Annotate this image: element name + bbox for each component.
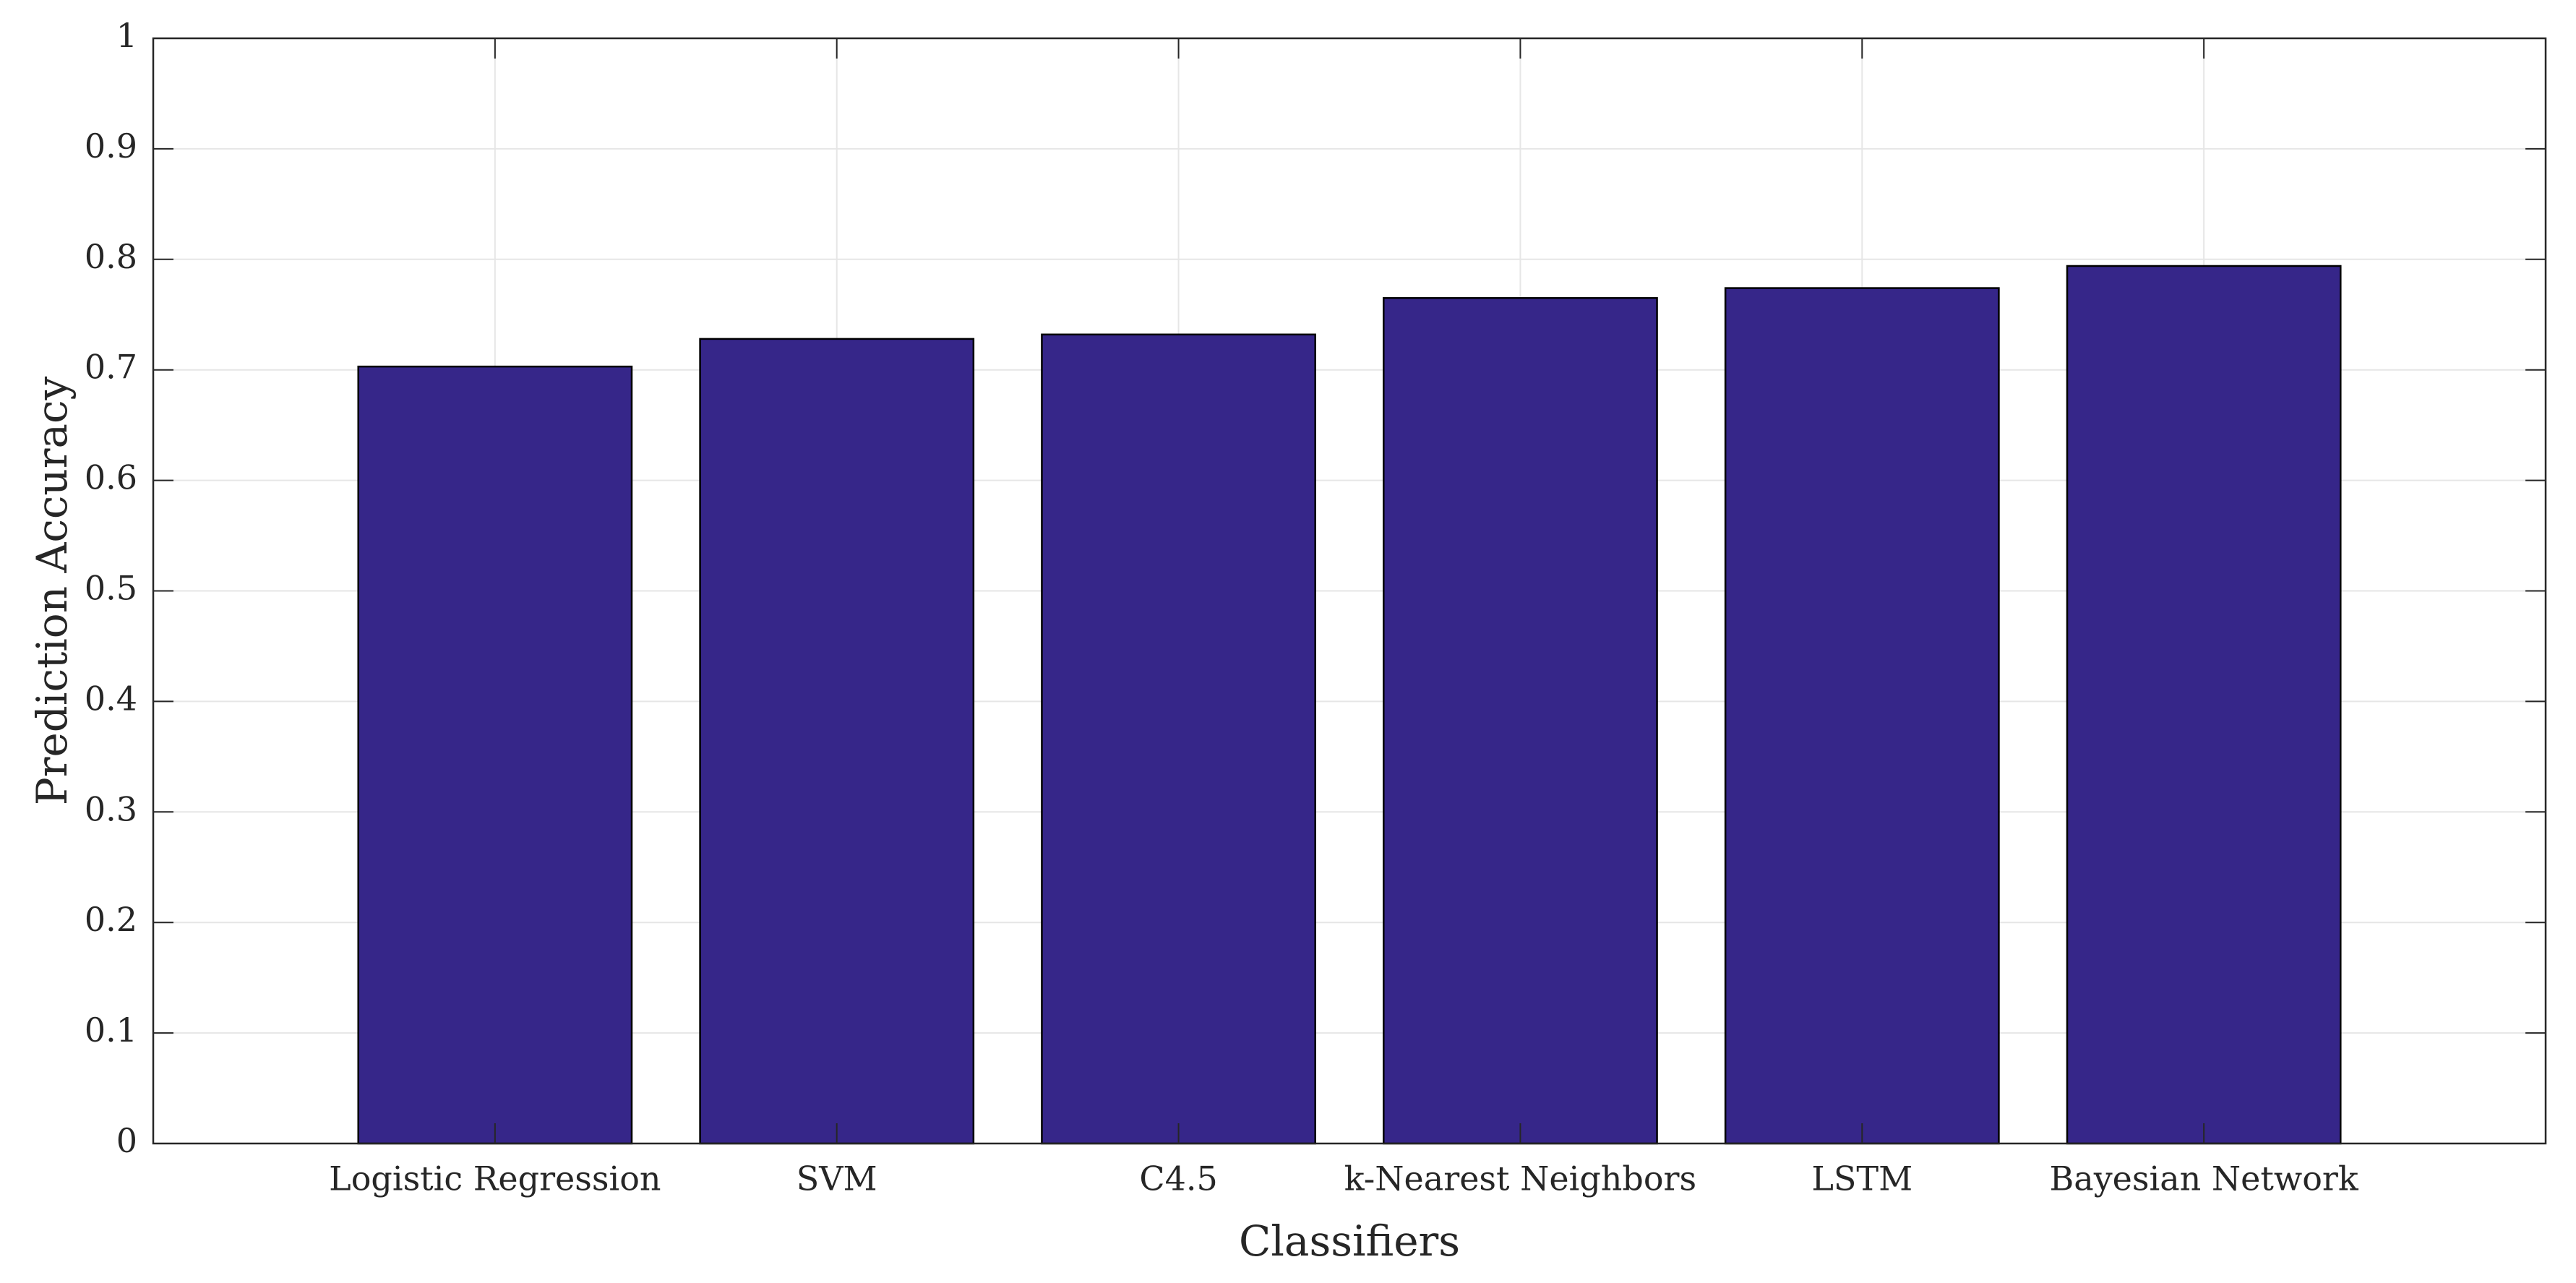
labels-layer: Classifiers Prediction Accuracy <box>27 376 1460 1266</box>
ticks-layer: 0 0.1 0.2 0.3 0.4 0.5 0.6 0.7 0.8 0.9 1 Logistic Re… <box>85 16 2546 1198</box>
x-tick-label: LSTM <box>1811 1159 1912 1198</box>
bars-layer <box>357 265 2342 1145</box>
x-axis-label: Classifiers <box>1239 1217 1460 1266</box>
y-tick-label: 0.5 <box>85 569 137 608</box>
bar <box>357 365 633 1145</box>
y-tick-label: 0.4 <box>85 679 137 718</box>
y-tick-label: 0.1 <box>85 1010 137 1050</box>
y-tick-label: 1 <box>116 16 137 55</box>
bar <box>1041 333 1316 1145</box>
x-tick-label: Bayesian Network <box>2049 1159 2358 1198</box>
bar <box>2066 265 2342 1145</box>
y-tick-label: 0 <box>116 1121 137 1160</box>
x-tick-label: C4.5 <box>1139 1159 1217 1198</box>
bar <box>699 338 975 1145</box>
x-tick-label: Logistic Regression <box>329 1159 661 1198</box>
y-tick-label: 0.3 <box>85 789 137 828</box>
bar <box>1724 287 2000 1145</box>
y-tick-label: 0.8 <box>85 237 137 276</box>
y-tick-label: 0.7 <box>85 348 137 387</box>
y-tick-label: 0.9 <box>85 126 137 166</box>
y-tick-label: 0.2 <box>85 900 137 939</box>
y-tick-label: 0.6 <box>85 458 137 497</box>
x-tick-label: SVM <box>797 1159 877 1198</box>
y-axis-label: Prediction Accuracy <box>27 376 77 805</box>
x-tick-label: k-Nearest Neighbors <box>1344 1159 1696 1198</box>
bar <box>1383 297 1658 1145</box>
